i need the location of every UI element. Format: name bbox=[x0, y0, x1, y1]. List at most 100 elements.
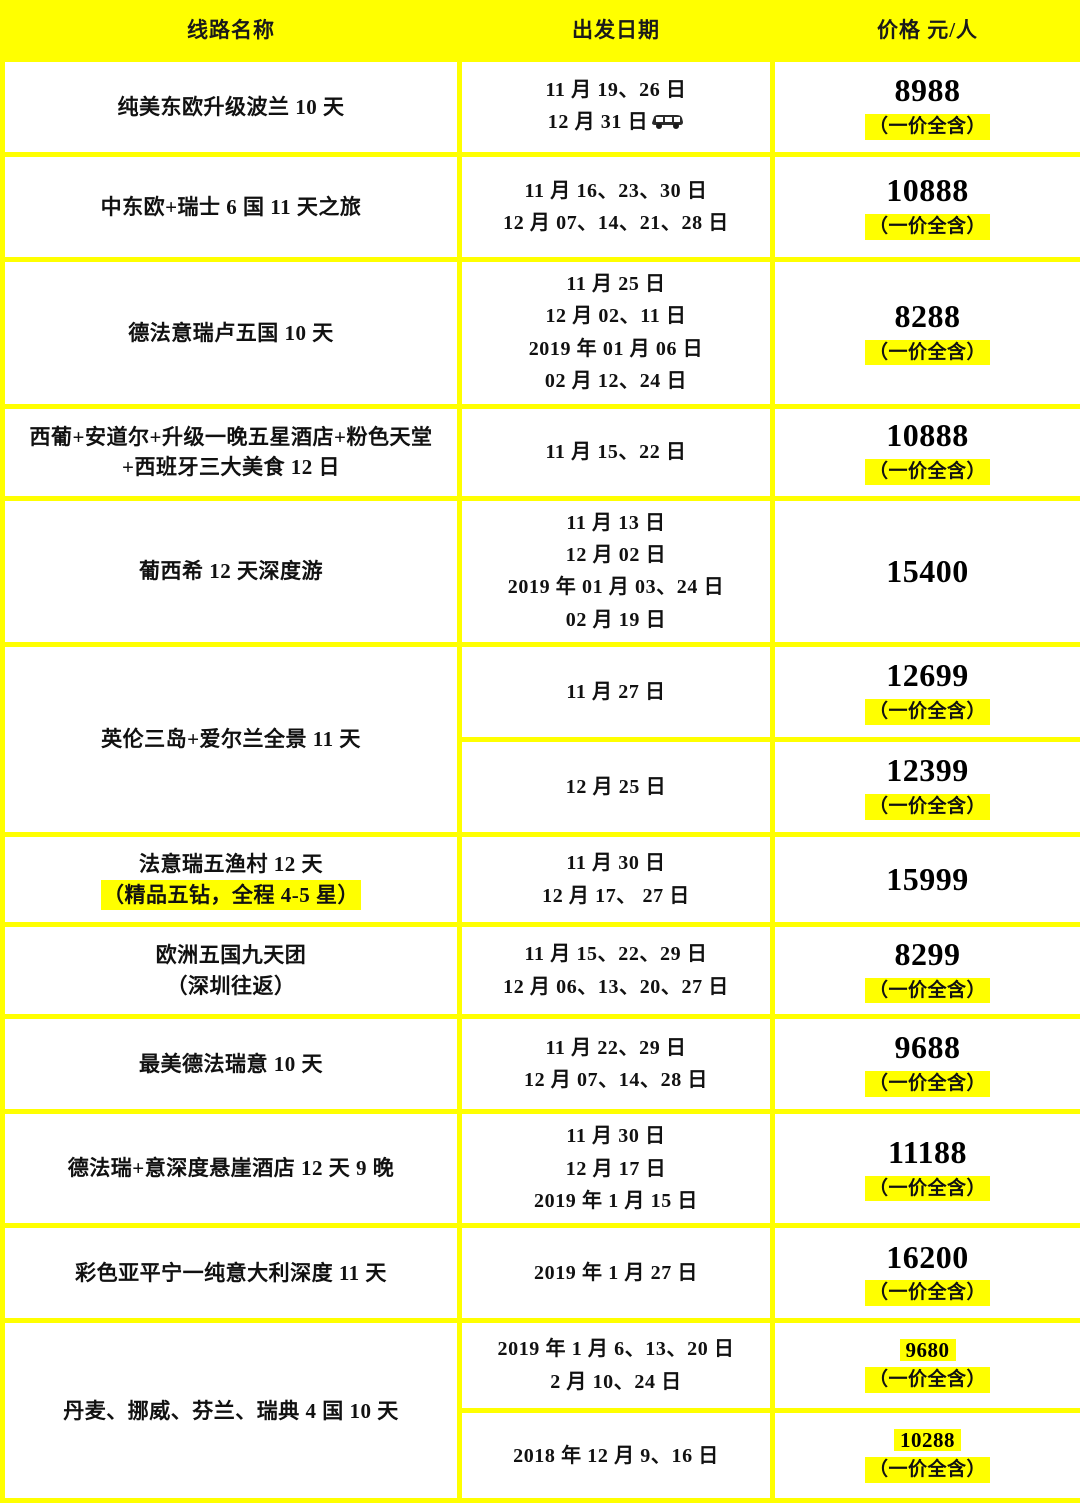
departure-date-line: 11 月 25 日 bbox=[470, 268, 762, 300]
price-block: 8288 （一价全含） bbox=[783, 300, 1072, 365]
all-inclusive-badge: （一价全含） bbox=[865, 1280, 990, 1306]
price-amount: 10888 bbox=[886, 419, 969, 453]
route-name-line: （深圳往返） bbox=[13, 971, 449, 1001]
route-name-text: 欧洲五国九天团（深圳往返） bbox=[13, 940, 449, 1001]
all-inclusive-badge: （一价全含） bbox=[865, 1457, 990, 1483]
header-cell-date: 出发日期 bbox=[460, 3, 773, 60]
price-amount: 9680 bbox=[900, 1339, 956, 1361]
price-amount: 9688 bbox=[895, 1031, 961, 1065]
route-name-line: 最美德法瑞意 10 天 bbox=[13, 1049, 449, 1079]
all-inclusive-badge: （一价全含） bbox=[865, 978, 990, 1004]
price-amount: 10888 bbox=[886, 174, 969, 208]
price-amount: 8988 bbox=[895, 74, 961, 108]
cell-route-name: 德法意瑞卢五国 10 天 bbox=[3, 260, 460, 407]
departure-date-line: 11 月 16、23、30 日 bbox=[470, 175, 762, 207]
cell-price: 8988 （一价全含） bbox=[773, 60, 1080, 155]
cell-price: 9688 （一价全含） bbox=[773, 1017, 1080, 1112]
route-name-line: 德法瑞+意深度悬崖酒店 12 天 9 晚 bbox=[13, 1153, 449, 1183]
departure-date-line: 2019 年 1 月 27 日 bbox=[470, 1257, 762, 1289]
price-block: 16200（一价全含） bbox=[783, 1241, 1072, 1306]
route-subtitle-highlight: （精品五钻，全程 4-5 星） bbox=[101, 880, 361, 910]
price-block: 11188（一价全含） bbox=[783, 1136, 1072, 1201]
price-amount: 11188 bbox=[888, 1136, 967, 1170]
route-name-text: 德法瑞+意深度悬崖酒店 12 天 9 晚 bbox=[13, 1153, 449, 1183]
departure-date-line: 12 月 06、13、20、27 日 bbox=[470, 971, 762, 1003]
all-inclusive-badge: （一价全含） bbox=[865, 1071, 990, 1097]
departure-date-line: 11 月 27 日 bbox=[470, 676, 762, 708]
cell-price: 12699（一价全含） bbox=[773, 645, 1080, 740]
route-subtitle-wrap: （精品五钻，全程 4-5 星） bbox=[13, 880, 449, 910]
all-inclusive-badge: （一价全含） bbox=[865, 1367, 990, 1393]
route-name-text: 最美德法瑞意 10 天 bbox=[13, 1049, 449, 1079]
cell-price: 8288 （一价全含） bbox=[773, 260, 1080, 407]
price-block: 15400 bbox=[783, 555, 1072, 589]
departure-date-list: 11 月 27 日 bbox=[470, 676, 762, 708]
cell-price: 15400 bbox=[773, 498, 1080, 645]
route-name-line: 欧洲五国九天团 bbox=[13, 940, 449, 970]
departure-date-line: 11 月 19、26 日 bbox=[470, 74, 762, 106]
route-name-text: 中东欧+瑞士 6 国 11 天之旅 bbox=[13, 192, 449, 222]
bus-icon bbox=[650, 108, 684, 140]
cell-price: 8299 （一价全含） bbox=[773, 925, 1080, 1017]
departure-date-line: 12 月 07、14、28 日 bbox=[470, 1064, 762, 1096]
all-inclusive-badge: （一价全含） bbox=[865, 114, 990, 140]
route-name-line: 西葡+安道尔+升级一晚五星酒店+粉色天堂 bbox=[13, 422, 449, 452]
departure-date-list: 12 月 25 日 bbox=[470, 771, 762, 803]
cell-route-name: 英伦三岛+爱尔兰全景 11 天 bbox=[3, 645, 460, 835]
route-name-text: 德法意瑞卢五国 10 天 bbox=[13, 318, 449, 348]
route-name-text: 西葡+安道尔+升级一晚五星酒店+粉色天堂+西班牙三大美食 12 日 bbox=[13, 422, 449, 483]
cell-route-name: 西葡+安道尔+升级一晚五星酒店+粉色天堂+西班牙三大美食 12 日 bbox=[3, 406, 460, 498]
route-name-text: 法意瑞五渔村 12 天 bbox=[13, 849, 449, 879]
route-name-line: 丹麦、挪威、芬兰、瑞典 4 国 10 天 bbox=[13, 1396, 449, 1426]
price-block: 9688 （一价全含） bbox=[783, 1031, 1072, 1096]
all-inclusive-badge: （一价全含） bbox=[865, 459, 990, 485]
route-name-line: 彩色亚平宁一纯意大利深度 11 天 bbox=[13, 1258, 449, 1288]
departure-date-line: 2019 年 01 月 03、24 日 bbox=[470, 571, 762, 603]
header-label-date: 出发日期 bbox=[572, 18, 660, 42]
cell-price: 10888 （一价全含） bbox=[773, 155, 1080, 260]
cell-route-name: 欧洲五国九天团（深圳往返） bbox=[3, 925, 460, 1017]
departure-date-line: 12 月 17、 27 日 bbox=[470, 880, 762, 912]
departure-date-line: 2019 年 1 月 15 日 bbox=[470, 1185, 762, 1217]
all-inclusive-badge: （一价全含） bbox=[865, 214, 990, 240]
cell-departure-dates: 2019 年 1 月 27 日 bbox=[460, 1226, 773, 1321]
table-row: 彩色亚平宁一纯意大利深度 11 天 2019 年 1 月 27 日 16200（一价… bbox=[3, 1226, 1080, 1321]
departure-date-line: 02 月 12、24 日 bbox=[470, 365, 762, 397]
departure-date-line: 2019 年 1 月 6、13、20 日 bbox=[470, 1333, 762, 1365]
all-inclusive-badge: （一价全含） bbox=[865, 340, 990, 366]
header-cell-price: 价格 元/人 bbox=[773, 3, 1080, 60]
all-inclusive-badge: （一价全含） bbox=[865, 699, 990, 725]
departure-date-list: 2018 年 12 月 9、16 日 bbox=[470, 1440, 762, 1472]
header-label-route: 线路名称 bbox=[187, 18, 275, 42]
cell-route-name: 葡西希 12 天深度游 bbox=[3, 498, 460, 645]
price-block: 15999 bbox=[783, 863, 1072, 897]
cell-price: 11188（一价全含） bbox=[773, 1112, 1080, 1226]
price-block: 12699（一价全含） bbox=[783, 659, 1072, 724]
cell-departure-dates: 12 月 25 日 bbox=[460, 740, 773, 835]
route-name-text: 彩色亚平宁一纯意大利深度 11 天 bbox=[13, 1258, 449, 1288]
price-amount: 8288 bbox=[895, 300, 961, 334]
departure-date-line: 12 月 07、14、21、28 日 bbox=[470, 207, 762, 239]
departure-date-line: 12 月 31 日 bbox=[470, 106, 762, 140]
departure-date-line: 11 月 30 日 bbox=[470, 847, 762, 879]
header-label-price: 价格 元/人 bbox=[877, 18, 978, 42]
price-amount: 8299 bbox=[895, 938, 961, 972]
departure-date-line: 12 月 02、11 日 bbox=[470, 300, 762, 332]
cell-departure-dates: 11 月 27 日 bbox=[460, 645, 773, 740]
